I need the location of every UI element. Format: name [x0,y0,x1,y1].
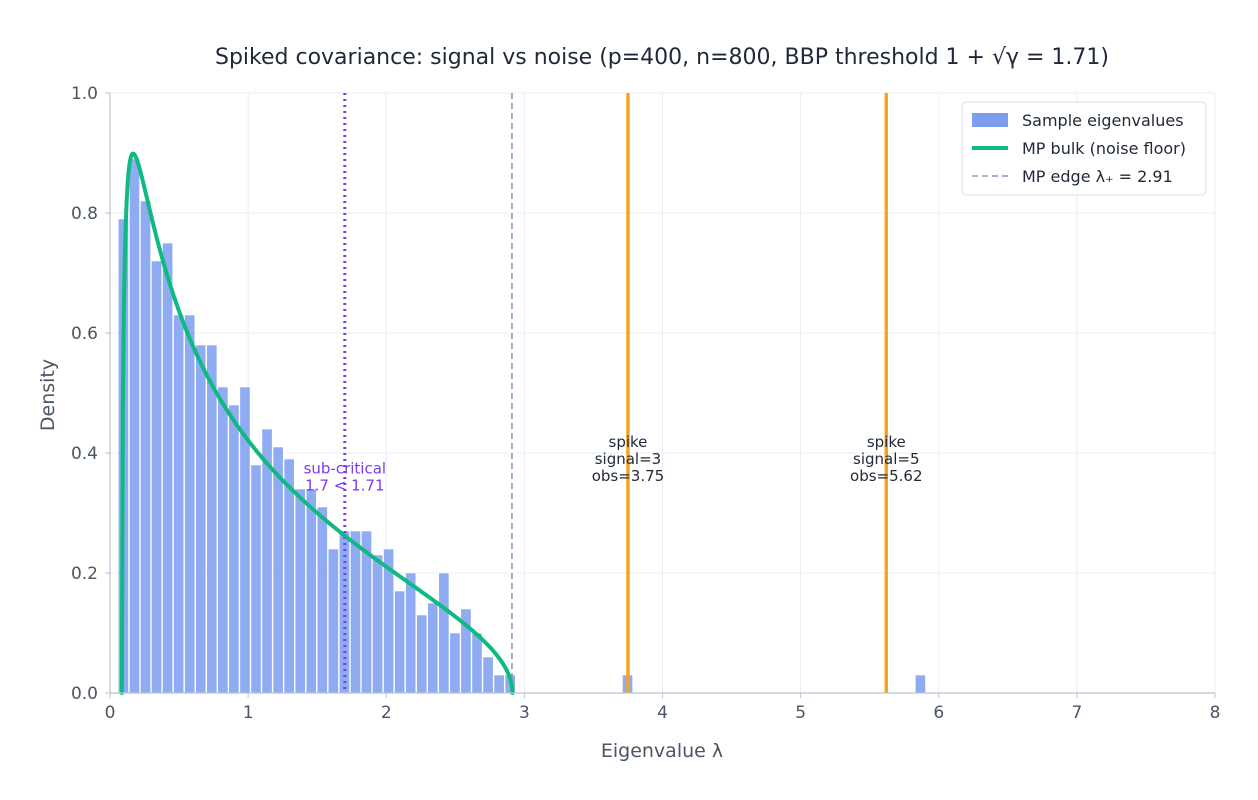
x-tick-label: 1 [243,703,254,723]
histogram-bar [195,344,207,694]
histogram-bar [250,464,262,694]
annotation-text: spike [609,433,648,451]
x-tick-label: 5 [795,703,806,723]
x-axis-label: Eigenvalue λ [601,740,723,762]
histogram-bar [162,242,174,694]
y-tick-label: 1.0 [71,84,98,104]
histogram-bar [327,548,339,694]
histogram-bar [217,386,229,694]
y-axis-label: Density [37,359,59,431]
legend-label: MP bulk (noise floor) [1022,139,1186,158]
y-tick-label: 0.0 [71,684,98,704]
histogram-bar [316,506,328,694]
histogram-bars [117,158,926,694]
x-tick-label: 2 [381,703,392,723]
legend-box [961,101,1207,196]
histogram-bar [914,674,926,694]
histogram-bar [206,344,218,694]
chart-title: Spiked covariance: signal vs noise (p=40… [215,45,1109,70]
y-tick-label: 0.8 [71,204,98,224]
histogram-bar [350,530,361,694]
x-tick-label: 7 [1071,703,1082,723]
x-tick-label: 3 [519,703,530,723]
histogram-bar [394,590,406,694]
reference-lines [343,93,889,693]
x-tick-label: 0 [105,703,116,723]
histogram-bar [140,200,151,694]
legend-label: MP edge λ₊ = 2.91 [1022,167,1173,186]
histogram-bar [416,614,428,694]
histogram-bar [482,656,494,694]
y-tick-label: 0.6 [71,324,98,344]
histogram-bar [405,572,417,694]
histogram-bar [471,632,483,694]
histogram-bar [438,572,450,694]
x-tick-label: 8 [1210,703,1221,723]
mp-density-curve [119,151,515,695]
annotation-text: sub-critical [304,460,387,478]
x-tick-label: 6 [933,703,944,723]
histogram-bar [427,602,439,694]
histogram-bar [449,632,461,694]
histogram-bar [372,554,383,694]
histogram-bar [294,488,306,694]
axes: 0 1 2 3 4 5 6 7 8 0.0 0.2 0.4 0.6 0.8 1.0 [71,84,1220,723]
histogram-bar [272,446,284,694]
annotation-text: signal=5 [853,450,919,468]
histogram-bar [493,674,505,694]
legend-label: Sample eigenvalues [1022,111,1184,130]
mp-curve [119,151,515,695]
annotation-text: spike [867,433,906,451]
histogram-bar [173,314,185,694]
legend: Sample eigenvalues MP bulk (noise floor) M… [961,101,1207,196]
annotation-text: 1.7 < 1.71 [305,477,384,495]
legend-swatch-histogram [972,113,1008,127]
y-tick-label: 0.4 [71,444,98,464]
histogram-bar [151,260,162,694]
histogram-bar [129,158,140,694]
annotation-text: obs=5.62 [850,467,922,485]
histogram-bar [228,404,240,694]
histogram-bar [305,488,317,694]
histogram-bar [184,314,196,694]
annotation-text: obs=3.75 [592,467,664,485]
y-tick-label: 0.2 [71,564,98,584]
x-tick-label: 4 [657,703,668,723]
annotation-text: signal=3 [595,450,661,468]
histogram-bar [283,458,295,694]
